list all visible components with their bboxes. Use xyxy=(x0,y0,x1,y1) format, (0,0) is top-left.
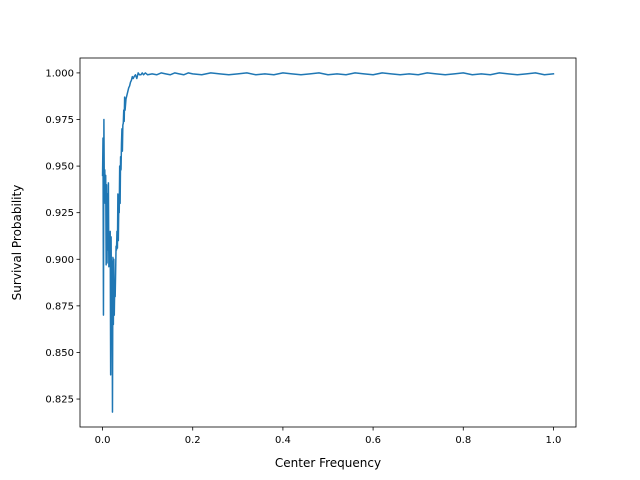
plot-frame xyxy=(79,57,577,428)
x-tick-label: 0.2 xyxy=(185,435,201,446)
x-axis-ticks: 0.0 0.2 0.4 0.6 0.8 1.0 xyxy=(95,427,562,446)
y-tick-label: 0.850 xyxy=(45,348,74,359)
x-tick-label: 1.0 xyxy=(546,435,562,446)
y-tick-label: 0.925 xyxy=(45,208,74,219)
y-tick-label: 1.000 xyxy=(45,68,74,79)
y-tick-label: 0.825 xyxy=(45,395,74,406)
plot-area xyxy=(80,58,576,427)
y-axis-label: Survival Probability xyxy=(10,185,24,301)
x-tick-label: 0.8 xyxy=(455,435,471,446)
x-tick-label: 0.6 xyxy=(365,435,381,446)
y-tick-label: 0.975 xyxy=(45,115,74,126)
survival-probability-line xyxy=(101,72,555,413)
x-tick-label: 0.4 xyxy=(275,435,291,446)
x-axis-label: Center Frequency xyxy=(275,456,381,470)
y-tick-label: 0.950 xyxy=(45,162,74,173)
y-axis-ticks: 0.825 0.850 0.875 0.900 0.925 0.950 0.975 1.000 xyxy=(45,68,80,406)
y-tick-label: 0.875 xyxy=(45,301,74,312)
y-tick-label: 0.900 xyxy=(45,255,74,266)
x-tick-label: 0.0 xyxy=(95,435,111,446)
